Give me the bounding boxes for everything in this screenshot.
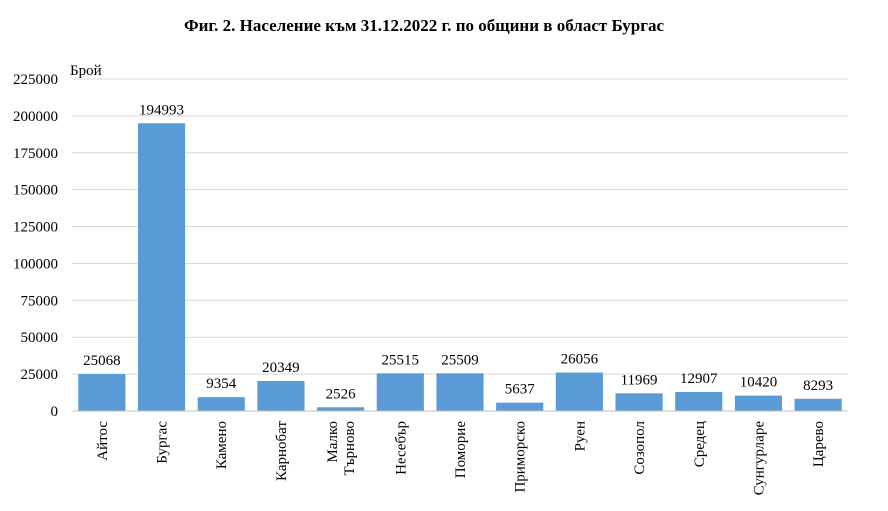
- category-labels: Айтос Бургас Камено Карнобат Малко Търново Нес…: [95, 421, 827, 496]
- category-label: Несебър: [393, 421, 409, 475]
- y-tick-label: 225000: [13, 72, 58, 88]
- y-tick-label: 25000: [21, 367, 59, 383]
- data-label: 2526: [326, 386, 357, 402]
- bar: [78, 374, 126, 411]
- chart-title: Фиг. 2. Население към 31.12.2022 г. по о…: [184, 16, 664, 35]
- category-label: Царево: [811, 421, 827, 467]
- bar: [257, 380, 305, 411]
- category-label: Созопол: [632, 421, 648, 475]
- y-axis-ticks: 0 25000 50000 75000 100000 125000 150000 175000…: [13, 72, 58, 420]
- y-tick-label: 100000: [13, 256, 58, 272]
- category-label: Приморско: [513, 421, 529, 493]
- category-label: Руен: [572, 421, 588, 451]
- bar: [555, 372, 603, 411]
- data-label: 25509: [441, 352, 479, 368]
- data-label: 11969: [621, 372, 658, 388]
- y-axis-unit-label: Брой: [70, 63, 102, 79]
- bar: [794, 398, 842, 411]
- bar: [137, 123, 186, 412]
- bars: [78, 123, 842, 412]
- y-tick-label: 125000: [13, 220, 58, 236]
- bar: [317, 407, 365, 411]
- data-label: 20349: [262, 360, 300, 376]
- category-label: Сунгурларе: [751, 421, 767, 496]
- data-labels: 25068 194993 9354 20349 2526 25515 25509 5637 26…: [83, 102, 833, 402]
- data-label: 5637: [505, 382, 536, 398]
- y-tick-label: 200000: [13, 109, 58, 125]
- bar: [197, 397, 245, 411]
- y-tick-label: 175000: [13, 146, 58, 162]
- data-label: 25068: [83, 353, 121, 369]
- category-label: Поморие: [453, 421, 469, 479]
- y-tick-label: 50000: [21, 330, 59, 346]
- bar: [675, 391, 723, 411]
- bar: [496, 402, 544, 411]
- category-label: Средец: [692, 421, 708, 467]
- y-tick-label: 150000: [13, 183, 58, 199]
- data-label: 25515: [382, 352, 420, 368]
- gridlines: [72, 78, 848, 375]
- y-tick-label: 75000: [21, 293, 59, 309]
- data-label: 10420: [740, 375, 778, 391]
- category-label: Бургас: [155, 421, 171, 464]
- data-label: 8293: [803, 378, 833, 394]
- bar: [376, 373, 424, 411]
- data-label: 12907: [680, 371, 718, 387]
- bar: [734, 395, 783, 411]
- category-label: Камено: [214, 421, 230, 469]
- category-label: Малко: [325, 421, 341, 463]
- bar: [436, 373, 484, 411]
- bar: [615, 393, 663, 411]
- category-label: Айтос: [95, 421, 111, 461]
- category-label: Търново: [342, 421, 358, 475]
- y-tick-label: 0: [51, 404, 59, 420]
- data-label: 194993: [139, 102, 184, 118]
- data-label: 26056: [561, 352, 599, 368]
- data-label: 9354: [206, 376, 237, 392]
- category-label: Карнобат: [274, 421, 290, 481]
